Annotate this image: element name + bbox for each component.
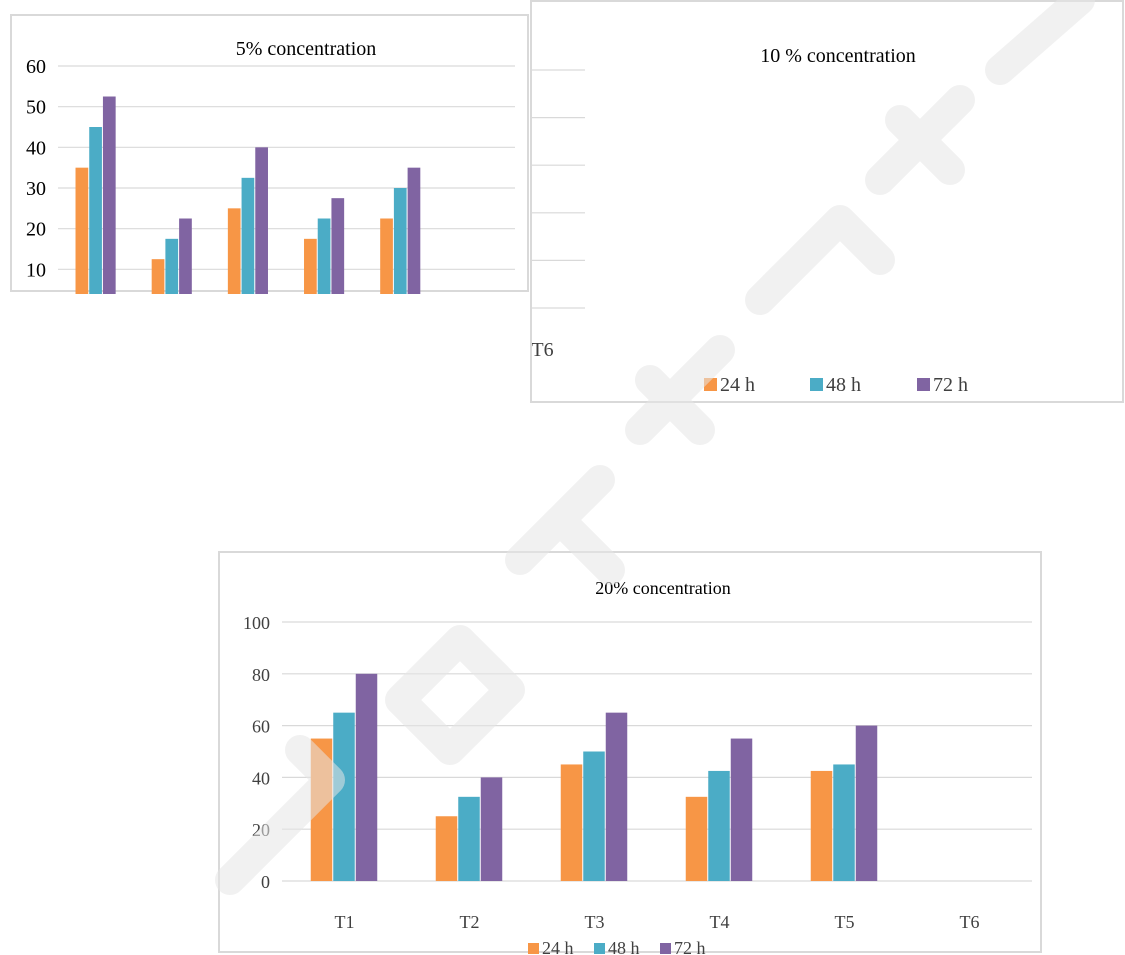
legend-swatch bbox=[660, 943, 671, 954]
bar-T5-48h bbox=[393, 188, 407, 294]
bar-T2-48h bbox=[165, 238, 179, 294]
y-tick-label: 0 bbox=[261, 872, 270, 892]
legend-swatch bbox=[528, 943, 539, 954]
legend-label: 72 h bbox=[674, 938, 706, 955]
legend-swatch bbox=[704, 378, 717, 391]
bar-T4-48h bbox=[708, 770, 730, 881]
legend-swatch bbox=[594, 943, 605, 954]
legend-label: 48 h bbox=[826, 374, 861, 396]
x-tick-label: T5 bbox=[835, 912, 855, 932]
y-tick-label: 20 bbox=[252, 820, 270, 840]
bar-T2-24h bbox=[151, 259, 165, 294]
chart-10-percent-concentration: 10 % concentration020406080100T1T2T3T4T5… bbox=[530, 0, 1124, 403]
legend-label: 72 h bbox=[933, 374, 968, 396]
chart-svg: 10 % concentration020406080100T1T2T3T4T5… bbox=[532, 45, 968, 396]
bar-T5-72h bbox=[855, 725, 878, 881]
bar-T1-48h bbox=[333, 712, 355, 881]
legend-swatch bbox=[917, 378, 930, 391]
bar-T5-24h bbox=[380, 218, 393, 294]
bar-T1-24h bbox=[75, 167, 89, 294]
legend-swatch bbox=[810, 378, 823, 391]
y-tick-label: 60 bbox=[26, 56, 46, 78]
legend-label: 24 h bbox=[542, 938, 574, 955]
chart-svg: 5% concentration0102030405060T1T2T3T4T5T… bbox=[26, 38, 515, 294]
chart-title: 5% concentration bbox=[236, 38, 377, 60]
bar-T3-24h bbox=[227, 208, 241, 294]
y-tick-label: 40 bbox=[26, 137, 46, 159]
x-tick-label: T6 bbox=[960, 912, 980, 932]
bar-T2-72h bbox=[179, 218, 192, 294]
legend-label: 48 h bbox=[608, 938, 640, 955]
chart-svg: 20% concentration 0 20 40 60 80 100 T1 T2 T3 T4 T5 T… bbox=[243, 578, 1032, 955]
bar-T3-72h bbox=[605, 712, 628, 881]
bar-T3-48h bbox=[583, 751, 605, 881]
bar-T3-24h bbox=[560, 764, 583, 881]
y-tick-label: 80 bbox=[252, 665, 270, 685]
y-tick-label: 10 bbox=[26, 259, 46, 281]
bar-T1-48h bbox=[89, 127, 102, 294]
bar-T4-24h bbox=[685, 796, 708, 881]
y-tick-label: 100 bbox=[243, 613, 270, 633]
chart-title: 10 % concentration bbox=[760, 45, 916, 67]
y-tick-label: 50 bbox=[26, 97, 46, 119]
x-tick-label: T4 bbox=[710, 912, 730, 932]
bar-T5-72h bbox=[407, 167, 421, 294]
legend-label: 24 h bbox=[720, 374, 755, 396]
bar-T2-72h bbox=[480, 777, 503, 881]
bar-T1-72h bbox=[355, 673, 378, 881]
bar-T5-24h bbox=[810, 770, 833, 881]
x-tick-label: T6 bbox=[532, 339, 554, 361]
bar-T3-72h bbox=[255, 147, 268, 294]
x-tick-label: T3 bbox=[585, 912, 605, 932]
y-tick-label: 20 bbox=[26, 219, 46, 241]
chart-20-percent-concentration: 20% concentration 0 20 40 60 80 100 T1 T2 T3 T4 T5 T… bbox=[218, 551, 1042, 955]
bar-T4-48h bbox=[317, 218, 331, 294]
x-tick-label: T1 bbox=[335, 912, 355, 932]
bar-T4-72h bbox=[331, 198, 345, 294]
bar-T4-72h bbox=[730, 738, 753, 881]
bar-T4-24h bbox=[304, 238, 317, 294]
x-tick-label: T2 bbox=[460, 912, 480, 932]
y-tick-label: 60 bbox=[252, 717, 270, 737]
bar-T3-48h bbox=[241, 177, 255, 294]
bar-T2-24h bbox=[435, 816, 458, 881]
y-tick-label: 40 bbox=[252, 768, 270, 788]
y-tick-label: 30 bbox=[26, 178, 46, 200]
bar-T1-72h bbox=[102, 96, 116, 294]
bar-T1-24h bbox=[310, 738, 333, 881]
chart-5-percent-concentration: 5% concentration0102030405060T1T2T3T4T5T… bbox=[10, 14, 529, 294]
bar-T2-48h bbox=[458, 796, 480, 881]
chart-title: 20% concentration bbox=[595, 578, 730, 598]
bar-T5-48h bbox=[833, 764, 855, 881]
